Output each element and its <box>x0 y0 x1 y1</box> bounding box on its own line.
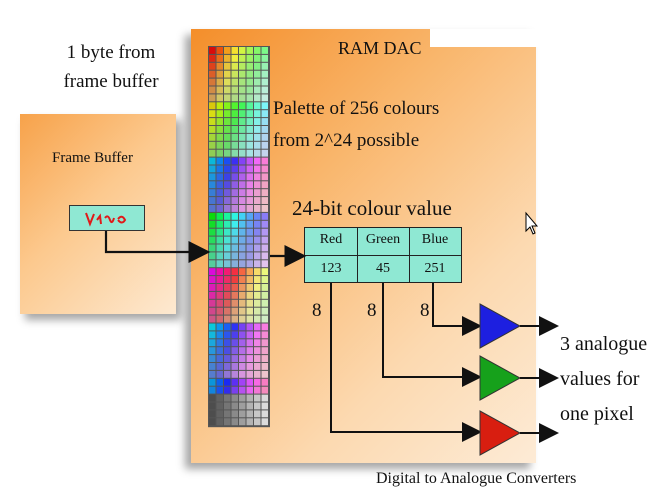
dac-green-triangle <box>479 355 522 401</box>
slide-mask <box>430 29 550 47</box>
value-blue: 251 <box>424 261 446 276</box>
value-red: 123 <box>320 261 342 276</box>
header-red: Red <box>319 232 343 247</box>
table-divider <box>305 255 461 256</box>
frame-buffer-byte-cell <box>69 205 145 231</box>
bits-red: 8 <box>312 300 322 321</box>
red-channel-line <box>330 283 482 442</box>
fb-to-palette-arrow <box>104 231 211 263</box>
output-label: 3 analogue values for one pixel <box>560 327 647 432</box>
dac-blue-triangle <box>479 303 522 349</box>
output-label-line1: 3 analogue <box>560 333 648 355</box>
bits-blue: 8 <box>420 300 430 321</box>
blue-channel-line <box>432 283 482 336</box>
table-divider <box>409 228 410 282</box>
value-green: 45 <box>376 261 390 276</box>
colour-value-label: 24-bit colour value <box>292 196 452 220</box>
palette-label-line1: Palette of 256 colours <box>273 98 440 119</box>
header-green: Green <box>365 232 401 247</box>
bits-green: 8 <box>367 300 377 321</box>
palette-label-line2: from 2^24 possible <box>273 130 420 151</box>
palette-label: Palette of 256 colours from 2^24 possibl… <box>273 93 439 157</box>
output-label-line3: one pixel <box>560 403 634 425</box>
scribble-annotation <box>85 212 127 227</box>
frame-buffer-title: Frame Buffer <box>52 150 133 166</box>
green-channel-line <box>382 283 482 387</box>
ram-dac-title: RAM DAC <box>338 38 422 58</box>
output-label-line2: values for <box>560 368 640 390</box>
mouse-cursor-icon <box>525 211 539 235</box>
header-blue: Blue <box>421 232 449 247</box>
table-divider <box>357 228 358 282</box>
palette-swatches <box>208 46 270 428</box>
dac-red-triangle <box>479 410 522 456</box>
frame-buffer-caption: 1 byte from frame buffer <box>63 42 159 92</box>
dac-caption: Digital to Analogue Converters <box>376 470 577 487</box>
